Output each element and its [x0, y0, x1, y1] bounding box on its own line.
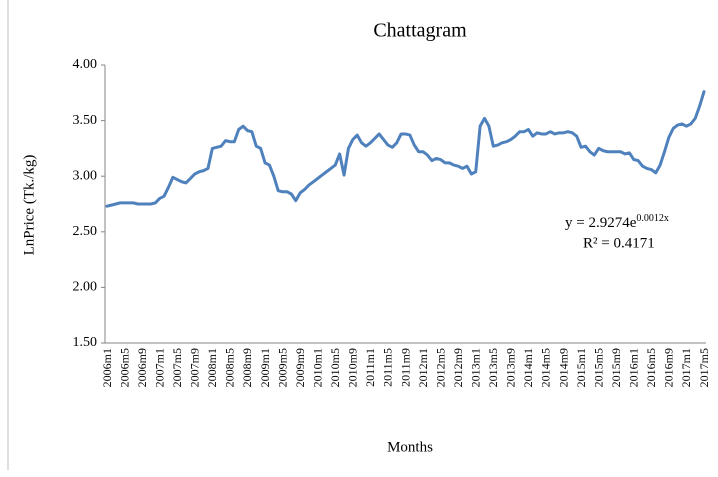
y-axis-label: LnPrice (Tk./kg) [21, 155, 37, 256]
equation-base: y = 2.9274e [565, 215, 637, 231]
x-tick-label: 2007m9 [188, 348, 202, 387]
x-tick-label: 2006m9 [135, 348, 149, 387]
x-tick-label: 2010m9 [346, 348, 360, 387]
x-tick-label: 2011m5 [381, 348, 395, 387]
y-tick-label: 2.50 [73, 224, 98, 239]
x-tick-label: 2013m5 [486, 348, 500, 387]
chart-title: Chattagram [373, 20, 467, 42]
y-tick-label: 3.50 [73, 113, 98, 128]
x-tick-label: 2012m9 [451, 348, 465, 387]
x-tick-label: 2009m1 [258, 348, 272, 387]
x-tick-label: 2010m5 [328, 348, 342, 387]
x-tick-label: 2013m1 [468, 348, 482, 387]
x-tick-label: 2012m5 [433, 348, 447, 387]
r-squared: R² = 0.4171 [583, 235, 655, 251]
x-tick-label: 2016m9 [662, 348, 676, 387]
x-tick-label: 2015m9 [609, 348, 623, 387]
x-tick-label: 2008m1 [205, 348, 219, 387]
y-tick-label: 3.00 [73, 168, 98, 183]
trend-equation: y = 2.9274e0.0012x [565, 213, 669, 231]
x-tick-label: 2008m9 [240, 348, 254, 387]
x-tick-label: 2010m1 [310, 348, 324, 387]
x-tick-label: 2016m5 [644, 348, 658, 387]
x-tick-label: 2014m9 [556, 348, 570, 387]
x-tick-label: 2013m9 [504, 348, 518, 387]
x-tick-label: 2015m1 [574, 348, 588, 387]
y-tick-label: 1.50 [73, 335, 98, 350]
x-tick-label: 2006m5 [117, 348, 131, 387]
x-tick-label: 2011m1 [363, 348, 377, 387]
x-tick-label: 2012m1 [416, 348, 430, 387]
x-tick-label: 2007m1 [152, 348, 166, 387]
price-line [105, 90, 706, 208]
x-tick-label: 2007m5 [170, 348, 184, 387]
x-tick-label: 2006m1 [100, 348, 114, 387]
x-tick-label: 2017m1 [679, 348, 693, 387]
equation-exponent: 0.0012x [636, 213, 669, 224]
x-tick-label: 2009m9 [293, 348, 307, 387]
x-tick-label: 2011m9 [398, 348, 412, 387]
x-tick-label: 2017m5 [697, 348, 711, 387]
x-axis-label: Months [387, 439, 433, 455]
x-tick-label: 2016m1 [627, 348, 641, 387]
y-tick-label: 4.00 [73, 57, 98, 72]
x-tick-label: 2008m5 [223, 348, 237, 387]
x-tick-label: 2015m5 [591, 348, 605, 387]
x-tick-label: 2014m1 [521, 348, 535, 387]
y-tick-label: 2.00 [73, 280, 98, 295]
x-tick-label: 2014m5 [539, 348, 553, 387]
x-tick-label: 2009m5 [275, 348, 289, 387]
